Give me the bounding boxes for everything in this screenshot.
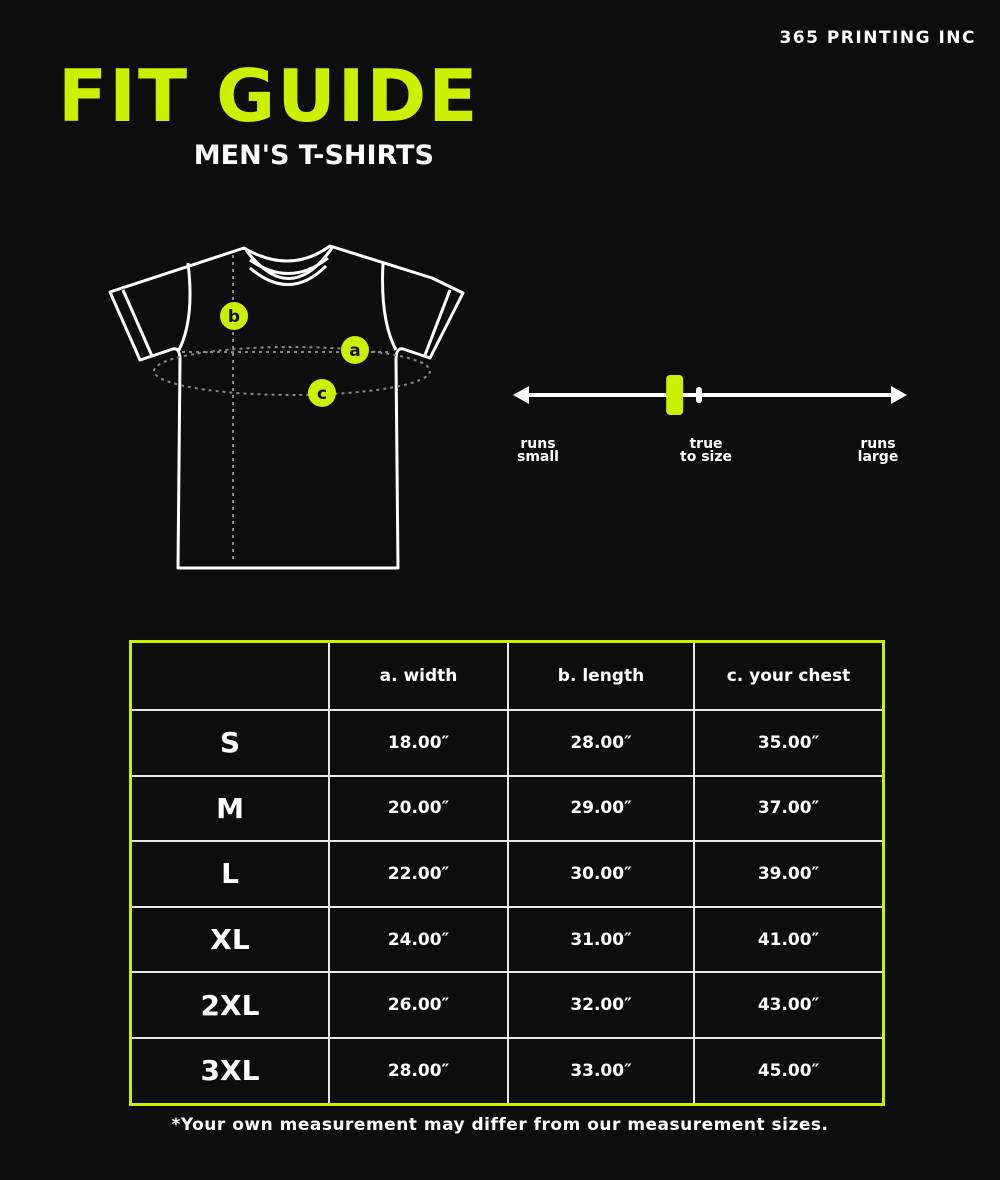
chest-cell: 43.00″: [693, 971, 885, 1039]
center-tick: [696, 387, 702, 403]
marker-b: b: [220, 302, 248, 330]
size-cell: S: [129, 709, 330, 777]
arrow-right-icon: [891, 386, 907, 404]
table-row: L 22.00″ 30.00″ 39.00″: [129, 840, 885, 908]
svg-text:c: c: [317, 384, 327, 404]
page-subtitle: MEN'S T-SHIRTS: [193, 140, 434, 171]
width-cell: 28.00″: [328, 1036, 509, 1106]
header-width: a. width: [328, 640, 509, 711]
chest-cell: 45.00″: [693, 1036, 885, 1106]
length-cell: 29.00″: [507, 774, 695, 843]
marker-c: c: [308, 379, 336, 407]
chest-cell: 41.00″: [693, 905, 885, 974]
fit-position-marker: [666, 375, 684, 415]
tshirt-diagram: b a c: [108, 244, 465, 570]
width-cell: 26.00″: [328, 971, 509, 1039]
width-cell: 20.00″: [328, 774, 509, 843]
svg-text:b: b: [228, 307, 240, 327]
length-cell: 30.00″: [507, 840, 695, 908]
size-cell: M: [129, 774, 330, 843]
table-row: 2XL 26.00″ 32.00″ 43.00″: [129, 971, 885, 1039]
fit-scale: [513, 375, 907, 415]
marker-a: a: [341, 336, 369, 364]
svg-text:a: a: [349, 341, 360, 361]
length-cell: 31.00″: [507, 905, 695, 974]
measurement-note: *Your own measurement may differ from ou…: [171, 1115, 829, 1135]
header-length: b. length: [507, 640, 695, 711]
header-size: [129, 640, 330, 711]
length-cell: 28.00″: [507, 709, 695, 777]
chest-cell: 35.00″: [693, 709, 885, 777]
size-cell: 3XL: [129, 1036, 330, 1106]
header-chest: c. your chest: [693, 640, 885, 711]
width-cell: 22.00″: [328, 840, 509, 908]
size-cell: XL: [129, 905, 330, 974]
label-runs-small: runs small: [517, 436, 559, 465]
size-cell: 2XL: [129, 971, 330, 1039]
width-cell: 24.00″: [328, 905, 509, 974]
table-row: XL 24.00″ 31.00″ 41.00″: [129, 905, 885, 974]
table-row: 3XL 28.00″ 33.00″ 45.00″: [129, 1036, 885, 1106]
size-cell: L: [129, 840, 330, 908]
label-runs-large: runs large: [857, 436, 899, 465]
tshirt-outline-icon: [108, 244, 465, 570]
size-table: a. width b. length c. your chest S 18.00″…: [129, 640, 885, 1106]
chest-measure-ellipse: [153, 346, 431, 396]
page-title: FIT GUIDE: [58, 54, 480, 138]
table-row: S 18.00″ 28.00″ 35.00″: [129, 709, 885, 777]
table-row: M 20.00″ 29.00″ 37.00″: [129, 774, 885, 843]
chest-cell: 37.00″: [693, 774, 885, 843]
label-true-to-size: true to size: [680, 436, 732, 465]
arrow-left-icon: [513, 386, 529, 404]
table-header-row: a. width b. length c. your chest: [129, 640, 885, 711]
brand-name: 365 PRINTING INC: [779, 28, 976, 48]
width-cell: 18.00″: [328, 709, 509, 777]
chest-cell: 39.00″: [693, 840, 885, 908]
length-cell: 32.00″: [507, 971, 695, 1039]
length-cell: 33.00″: [507, 1036, 695, 1106]
